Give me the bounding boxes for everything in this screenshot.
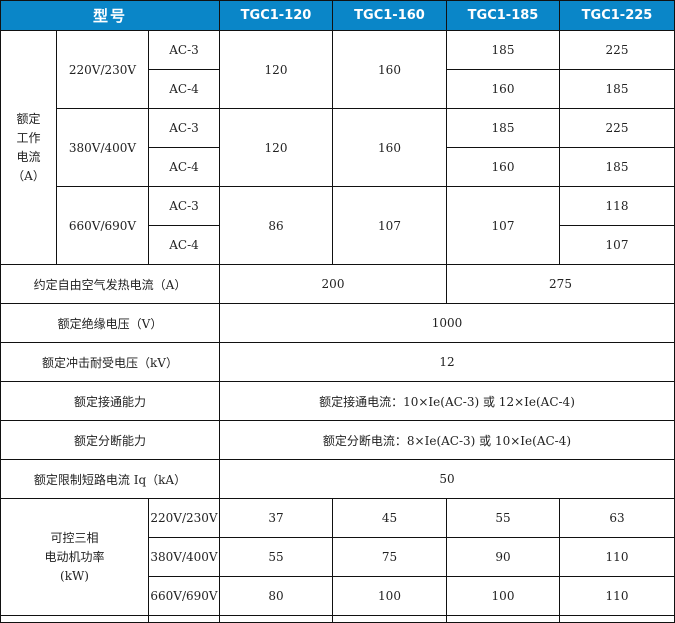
- voltage-cell: 660V/690V: [148, 576, 220, 616]
- category-cell: AC-3: [148, 30, 220, 70]
- label-line: 电流: [16, 149, 41, 164]
- category-cell: AC-3: [148, 108, 220, 148]
- table-row: AC-4 160 185: [1, 69, 675, 109]
- value-cell: 107: [446, 186, 560, 265]
- value-cell: 185: [446, 108, 560, 148]
- model-header: TGC1-120: [219, 0, 333, 31]
- category-cell: AC-4: [148, 225, 220, 265]
- empty-cell: [0, 615, 149, 623]
- model-header: TGC1-225: [559, 0, 675, 31]
- value-cell: 160: [332, 108, 447, 187]
- value-cell: 55: [219, 537, 333, 577]
- value-cell: 120: [219, 108, 333, 187]
- table-row: 可控三相 电动机功率 (kW) 220V/230V 37 45 55 63: [0, 498, 675, 616]
- table-row: 额定 工作 电流 （A） 220V/230V AC-3 120 160 185 …: [0, 30, 675, 265]
- value-cell: 160: [446, 69, 560, 109]
- row-label: 额定接通能力: [0, 381, 220, 421]
- row-label: 额定限制短路电流 Iq（kA）: [0, 459, 220, 499]
- table-row: 额定限制短路电流 Iq（kA） 50: [0, 459, 675, 499]
- label-line: (kW): [60, 568, 89, 583]
- value-cell: 160: [446, 147, 560, 187]
- value-cell: 225: [559, 30, 675, 70]
- value-cell: 100: [446, 576, 560, 616]
- value-cell: 107: [332, 186, 447, 265]
- value-cell: 额定接通电流：10×Ie(AC-3) 或 12×Ie(AC-4): [219, 381, 675, 421]
- row-label: 额定冲击耐受电压（kV）: [0, 342, 220, 382]
- value-cell: 1000: [219, 303, 675, 343]
- empty-cell: [559, 615, 675, 623]
- value-cell: 275: [446, 264, 675, 304]
- header-row: 型号 TGC1-120 TGC1-160 TGC1-185 TGC1-225: [0, 0, 675, 31]
- voltage-cell: 220V/230V: [148, 498, 220, 538]
- row-label: 额定分断能力: [0, 420, 220, 460]
- value-cell: 185: [559, 69, 675, 109]
- table-row: 额定冲击耐受电压（kV） 12: [0, 342, 675, 382]
- value-cell: 160: [332, 30, 447, 109]
- value-cell: 120: [219, 30, 333, 109]
- value-cell: 55: [446, 498, 560, 538]
- table-row: 660V/690V 80 100 100 110: [1, 576, 675, 616]
- value-cell: 110: [559, 537, 675, 577]
- table-row: 660V/690V AC-3 86 107 107 118: [1, 186, 675, 265]
- table-row: 额定接通能力 额定接通电流：10×Ie(AC-3) 或 12×Ie(AC-4): [0, 381, 675, 421]
- table-row: 380V/400V AC-3 120 160 185 225: [1, 108, 675, 187]
- category-cell: AC-4: [148, 69, 220, 109]
- value-cell: 225: [559, 108, 675, 148]
- value-cell: 200: [219, 264, 447, 304]
- label-line: 额定: [16, 111, 41, 126]
- voltage-cell: 220V/230V: [56, 30, 149, 109]
- label-line: 电动机功率: [44, 549, 105, 564]
- value-cell: 110: [559, 576, 675, 616]
- label-line: 工作: [16, 130, 41, 145]
- row-label: 额定绝缘电压（V）: [0, 303, 220, 343]
- row-label: 约定自由空气发热电流（A）: [0, 264, 220, 304]
- value-cell: 额定分断电流：8×Ie(AC-3) 或 10×Ie(AC-4): [219, 420, 675, 460]
- label-line: 可控三相: [50, 530, 99, 545]
- value-cell: 86: [219, 186, 333, 265]
- value-cell: 80: [219, 576, 333, 616]
- table-row: 额定分断能力 额定分断电流：8×Ie(AC-3) 或 10×Ie(AC-4): [0, 420, 675, 460]
- voltage-cell: 380V/400V: [56, 108, 149, 187]
- value-cell: 185: [559, 147, 675, 187]
- motor-power-label: 可控三相 电动机功率 (kW): [0, 498, 149, 616]
- table-row: AC-4 107: [1, 225, 675, 265]
- value-cell: 50: [219, 459, 675, 499]
- table-row: 额定绝缘电压（V） 1000: [0, 303, 675, 343]
- header-title: 型号: [0, 0, 220, 31]
- table-row-partial: [0, 615, 675, 623]
- empty-cell: [446, 615, 560, 623]
- category-cell: AC-4: [148, 147, 220, 187]
- category-cell: AC-3: [148, 186, 220, 226]
- label-line: （A）: [12, 168, 45, 183]
- empty-cell: [332, 615, 447, 623]
- value-cell: 90: [446, 537, 560, 577]
- value-cell: 12: [219, 342, 675, 382]
- voltage-cell: 380V/400V: [148, 537, 220, 577]
- table-row: 380V/400V 55 75 90 110: [1, 537, 675, 577]
- value-cell: 63: [559, 498, 675, 538]
- empty-cell: [148, 615, 220, 623]
- value-cell: 185: [446, 30, 560, 70]
- thermal-row: 约定自由空气发热电流（A） 200 275: [0, 264, 675, 304]
- value-cell: 100: [332, 576, 447, 616]
- value-cell: 107: [559, 225, 675, 265]
- voltage-cell: 660V/690V: [56, 186, 149, 265]
- table-row: AC-4 160 185: [1, 147, 675, 187]
- model-header: TGC1-185: [446, 0, 560, 31]
- value-cell: 45: [332, 498, 447, 538]
- value-cell: 118: [559, 186, 675, 226]
- model-header: TGC1-160: [332, 0, 447, 31]
- value-cell: 75: [332, 537, 447, 577]
- value-cell: 37: [219, 498, 333, 538]
- rated-current-label: 额定 工作 电流 （A）: [0, 30, 57, 265]
- empty-cell: [219, 615, 333, 623]
